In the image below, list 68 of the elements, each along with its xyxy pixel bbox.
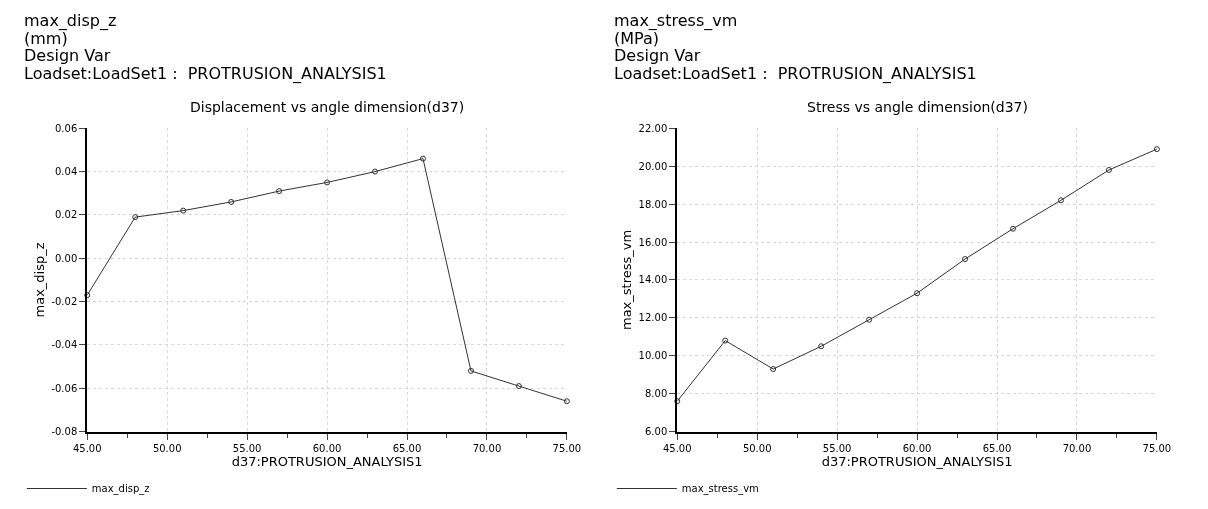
point bbox=[563, 398, 570, 405]
y-tick-label: 0.00 bbox=[55, 252, 78, 264]
point bbox=[818, 343, 825, 350]
y-tick-label: -0.06 bbox=[51, 382, 78, 394]
text: Design Var bbox=[614, 46, 701, 65]
y-tick-label: 16.00 bbox=[638, 236, 668, 248]
x-tick-label: 50.00 bbox=[152, 442, 182, 454]
text: max_disp_z bbox=[24, 11, 117, 31]
y-tick-label: 22.00 bbox=[638, 122, 668, 134]
x-axis-title: d37:PROTRUSION_ANALYSIS1 bbox=[821, 453, 1013, 469]
text: max_stress_vm bbox=[614, 11, 738, 31]
point bbox=[914, 290, 921, 297]
x-tick-label: 60.00 bbox=[902, 442, 932, 454]
text: Loadset:LoadSet1 : PROTRUSION_ANALYSIS1 bbox=[614, 64, 977, 84]
point bbox=[722, 337, 729, 344]
y-tick-label: 14.00 bbox=[638, 274, 668, 286]
x-tick-label: 45.00 bbox=[662, 442, 692, 454]
text: Loadset:LoadSet1 : PROTRUSION_ANALYSIS1 bbox=[24, 64, 387, 84]
y-tick-label: 0.06 bbox=[55, 122, 78, 134]
chart-title: Stress vs angle dimension(d37) bbox=[807, 99, 1028, 115]
chart-title: Displacement vs angle dimension(d37) bbox=[190, 99, 465, 115]
x-tick-label: 70.00 bbox=[1062, 442, 1092, 454]
point bbox=[132, 214, 139, 221]
x-tick-label: 65.00 bbox=[982, 442, 1012, 454]
x-tick-label: 60.00 bbox=[312, 442, 342, 454]
text: max_disp_z bbox=[91, 483, 150, 496]
y-tick-label: -0.04 bbox=[51, 339, 78, 351]
point bbox=[1105, 166, 1112, 173]
y-tick-label: -0.08 bbox=[51, 426, 78, 438]
y-tick-label: -0.02 bbox=[51, 296, 78, 308]
point bbox=[180, 207, 187, 214]
point bbox=[84, 292, 91, 299]
y-axis-title: max_disp_z bbox=[31, 242, 47, 318]
x-tick-label: 50.00 bbox=[742, 442, 772, 454]
y-tick-label: 12.00 bbox=[638, 312, 668, 324]
text: (MPa) bbox=[614, 29, 660, 48]
point bbox=[1009, 225, 1016, 232]
x-tick-label: 55.00 bbox=[822, 442, 852, 454]
point bbox=[419, 155, 426, 162]
y-tick-label: 18.00 bbox=[638, 198, 668, 210]
point bbox=[228, 198, 235, 205]
text: Design Var bbox=[24, 46, 111, 65]
y-tick-label: 0.04 bbox=[55, 166, 78, 178]
x-tick-label: 75.00 bbox=[1142, 442, 1172, 454]
y-tick-label: 6.00 bbox=[645, 426, 668, 438]
point bbox=[515, 383, 522, 390]
text: max_stress_vm bbox=[681, 483, 759, 496]
point bbox=[770, 366, 777, 373]
point bbox=[276, 188, 283, 195]
point bbox=[1153, 146, 1160, 153]
point bbox=[324, 179, 331, 186]
y-tick-label: 20.00 bbox=[638, 160, 668, 172]
y-tick-label: 8.00 bbox=[645, 388, 668, 400]
x-tick-label: 55.00 bbox=[232, 442, 262, 454]
y-axis-title: max_stress_vm bbox=[619, 229, 635, 331]
y-tick-label: 0.02 bbox=[55, 209, 78, 221]
point bbox=[962, 256, 969, 263]
x-tick-label: 75.00 bbox=[552, 442, 582, 454]
text: (mm) bbox=[24, 29, 68, 48]
point bbox=[866, 316, 873, 323]
point bbox=[372, 168, 379, 175]
y-tick-label: 10.00 bbox=[638, 350, 668, 362]
x-tick-label: 45.00 bbox=[72, 442, 102, 454]
x-tick-label: 65.00 bbox=[392, 442, 422, 454]
x-tick-label: 70.00 bbox=[472, 442, 502, 454]
x-axis-title: d37:PROTRUSION_ANALYSIS1 bbox=[231, 453, 423, 469]
point bbox=[1057, 197, 1064, 204]
point bbox=[467, 367, 474, 374]
